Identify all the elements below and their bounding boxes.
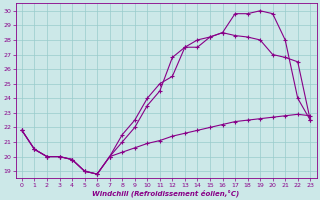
X-axis label: Windchill (Refroidissement éolien,°C): Windchill (Refroidissement éolien,°C) — [92, 189, 240, 197]
